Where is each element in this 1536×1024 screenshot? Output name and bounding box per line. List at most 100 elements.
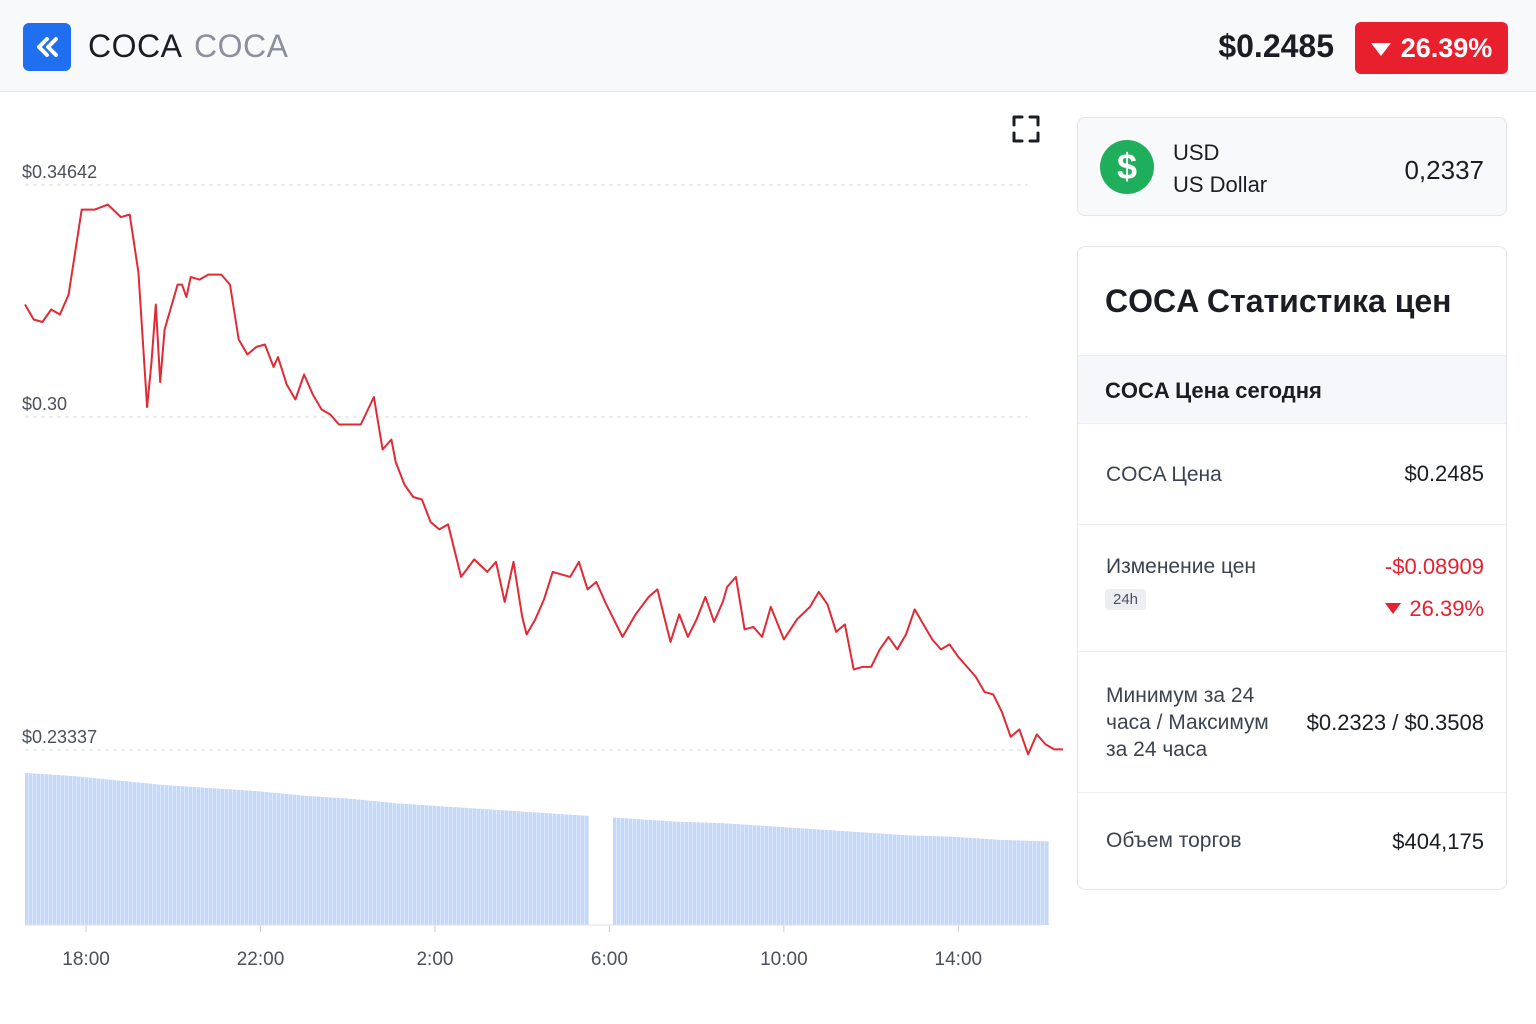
x-tick-label: 10:00 [760, 949, 808, 970]
volume-bar [629, 818, 633, 925]
volume-bar [945, 836, 949, 925]
volume-bar [805, 828, 809, 925]
volume-bar [209, 788, 213, 925]
volume-bar [889, 834, 893, 925]
volume-bar [669, 821, 673, 925]
volume-bar [785, 827, 789, 925]
volume-bar [489, 809, 493, 925]
volume-bar [289, 794, 293, 925]
y-tick-label: $0.34642 [22, 162, 97, 182]
volume-bar [709, 822, 713, 925]
volume-bar [817, 829, 821, 925]
triangle-down-icon [1370, 43, 1391, 56]
volume-bar [193, 787, 197, 925]
volume-bar [241, 790, 245, 925]
volume-bar [809, 828, 813, 925]
volume-bar [997, 839, 1001, 925]
volume-bar [245, 790, 249, 925]
volume-bar [553, 813, 557, 925]
volume-bar [133, 782, 137, 925]
coin-name: COCA [88, 28, 183, 64]
volume-bar [781, 827, 785, 925]
volume-bar [573, 814, 577, 925]
volume-bar [513, 811, 517, 925]
volume-bar [393, 803, 397, 925]
volume-bar [117, 780, 121, 925]
volume-bar [1013, 840, 1017, 925]
fullscreen-button[interactable] [1008, 111, 1044, 147]
volume-bar [525, 811, 529, 925]
volume-bar [961, 837, 965, 925]
x-tick-label: 14:00 [935, 949, 983, 970]
back-button[interactable] [23, 23, 71, 71]
volume-bar [925, 835, 929, 925]
volume-bar [249, 790, 253, 925]
volume-bar [841, 831, 845, 925]
volume-bar [165, 785, 169, 925]
volume-bar [849, 831, 853, 925]
volume-bar [113, 780, 117, 925]
volume-bar [749, 825, 753, 925]
volume-bar [313, 796, 317, 925]
volume-bar [929, 836, 933, 925]
volume-bar [721, 823, 725, 925]
price-chart[interactable]: $0.34642 $0.30 $0.23337 18:00 22:00 2:00 6:00 1… [0, 93, 1070, 1003]
volume-bar [1041, 841, 1045, 925]
volume-bar [873, 833, 877, 925]
volume-bar [993, 839, 997, 925]
volume-bar [433, 805, 437, 925]
volume-bar [449, 806, 453, 925]
volume-bar [469, 808, 473, 925]
volume-bar [397, 803, 401, 925]
volume-bar [821, 829, 825, 925]
volume-bar [297, 795, 301, 925]
volume-bar [381, 801, 385, 925]
volume-bar [921, 835, 925, 925]
volume-bar [61, 775, 65, 925]
volume-bar [957, 837, 961, 925]
volume-bar [917, 835, 921, 925]
volume-bar [285, 793, 289, 925]
double-chevron-left-icon [37, 37, 58, 57]
currency-card[interactable]: $ USD US Dollar 0,2337 [1077, 117, 1507, 216]
price-statistics-panel: COCA Статистика цен COCA Цена сегодня CO… [1077, 246, 1507, 890]
stats-title: COCA Статистика цен [1105, 283, 1452, 319]
volume-bar [773, 826, 777, 925]
volume-bar [57, 775, 61, 925]
volume-bar [833, 830, 837, 925]
volume-bar [613, 817, 617, 925]
volume-bar [137, 782, 141, 925]
volume-bar [421, 805, 425, 925]
volume-bar [273, 792, 277, 925]
volume-bar [293, 794, 297, 925]
volume-bar [729, 823, 733, 925]
volume-bar [317, 796, 321, 925]
volume-bar [269, 792, 273, 925]
volume-bar [677, 821, 681, 925]
volume-bar [541, 812, 545, 925]
volume-bar [125, 781, 129, 925]
volume-bar [1001, 839, 1005, 925]
volume-bar [473, 808, 477, 925]
volume-bar [933, 836, 937, 925]
volume-bar [481, 808, 485, 925]
stat-row-change: Изменение цен 24h -$0.08909 26.39% [1078, 525, 1506, 652]
volume-bar [457, 807, 461, 925]
price-line [24, 203, 1063, 756]
volume-bar [505, 810, 509, 925]
volume-bar [221, 788, 225, 925]
volume-bar [353, 799, 357, 925]
volume-bar [789, 827, 793, 925]
volume-bar [529, 812, 533, 925]
volume-bar [417, 804, 421, 925]
volume-bar [1021, 840, 1025, 925]
volume-bar [569, 814, 573, 925]
stat-value: $404,175 [1392, 829, 1484, 854]
volume-bar [105, 779, 109, 925]
volume-bar [517, 811, 521, 925]
volume-bar [937, 836, 941, 925]
volume-bar [973, 838, 977, 925]
volume-bar [329, 797, 333, 925]
volume-bar [25, 773, 29, 925]
y-tick-label: $0.30 [22, 394, 67, 414]
